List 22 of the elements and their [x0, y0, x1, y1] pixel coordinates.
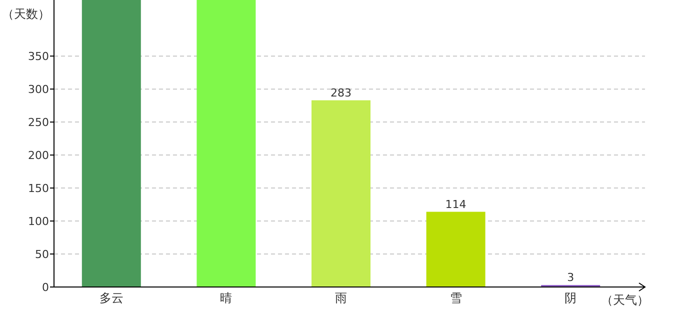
- y-tick-label: 250: [28, 116, 49, 130]
- bar: [196, 0, 256, 287]
- x-tick-label: 阴: [564, 291, 577, 305]
- y-tick-label: 200: [28, 149, 49, 162]
- y-tick-label: 0: [42, 281, 49, 294]
- bar: [312, 100, 370, 287]
- x-axis-title: （天气）: [601, 293, 649, 307]
- data-label: 283: [330, 86, 352, 100]
- bar: [82, 0, 141, 287]
- y-tick-label: 100: [28, 215, 49, 228]
- y-tick-label: 50: [35, 248, 49, 262]
- x-tick-label: 多云: [99, 291, 124, 305]
- data-label: 3: [567, 271, 574, 284]
- x-tick-label: 雪: [450, 291, 462, 305]
- y-axis-title: （天数）: [2, 7, 50, 21]
- x-tick-label: 雨: [335, 291, 347, 305]
- x-tick-label: 晴: [220, 291, 232, 305]
- data-label: 114: [445, 198, 466, 211]
- y-tick-label: 150: [28, 182, 49, 196]
- y-tick-label: 350: [28, 50, 49, 64]
- y-tick-label: 300: [28, 83, 49, 96]
- bar: [426, 212, 486, 287]
